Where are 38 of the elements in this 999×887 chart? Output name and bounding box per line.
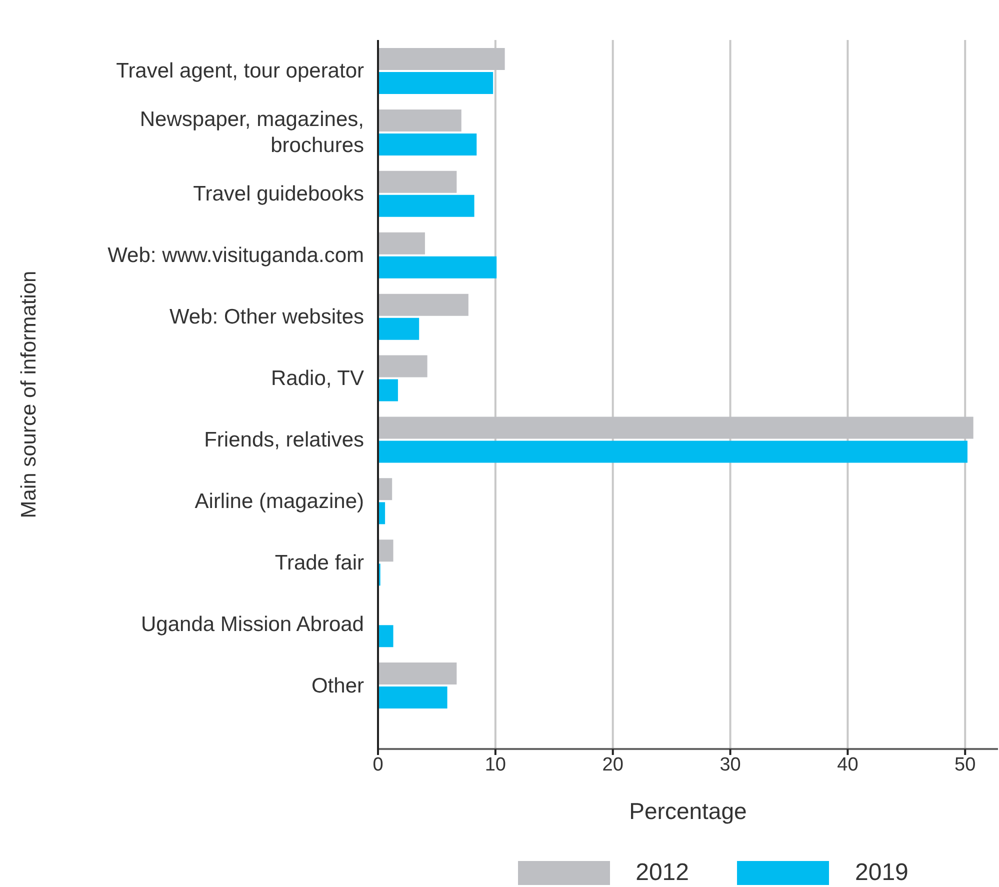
legend-label: 2012 bbox=[636, 859, 689, 887]
y-tick-label: Web: Other websites bbox=[169, 305, 364, 328]
y-axis-title: Main source of information bbox=[17, 270, 40, 518]
y-tick-label: Radio, TV bbox=[271, 366, 364, 390]
bar bbox=[378, 109, 462, 132]
y-tick-label: Friends, relatives bbox=[204, 428, 364, 451]
bar bbox=[378, 256, 497, 278]
bar bbox=[378, 379, 398, 402]
bar bbox=[378, 478, 392, 500]
bar bbox=[378, 194, 474, 217]
bar bbox=[378, 72, 494, 94]
x-tick-label: 0 bbox=[372, 754, 384, 776]
y-tick-label: Other bbox=[311, 674, 364, 697]
bar bbox=[378, 625, 394, 648]
y-tick-label: Travel guidebooks bbox=[193, 182, 364, 206]
x-axis-title: Percentage bbox=[629, 798, 747, 824]
x-tick-label: 20 bbox=[602, 754, 624, 776]
bar bbox=[378, 170, 457, 193]
x-tick-label: 40 bbox=[837, 754, 858, 776]
y-tick-label: Newspaper, magazines, brochures bbox=[140, 108, 364, 157]
bar bbox=[378, 133, 477, 156]
bar bbox=[378, 662, 457, 685]
y-tick-label: Web: www.visituganda.com bbox=[108, 244, 364, 267]
bar bbox=[378, 294, 468, 316]
bar bbox=[378, 440, 968, 463]
legend-label: 2019 bbox=[855, 859, 908, 887]
bar bbox=[378, 318, 420, 340]
x-tick-label: 50 bbox=[954, 754, 976, 776]
x-tick-label: 30 bbox=[720, 754, 741, 776]
y-tick-label: Uganda Mission Abroad bbox=[141, 612, 364, 636]
bar bbox=[378, 232, 425, 254]
bar bbox=[378, 355, 428, 378]
y-tick-label: Travel agent, tour operator bbox=[116, 59, 364, 82]
x-tick-label: 10 bbox=[484, 754, 506, 776]
bar bbox=[378, 540, 394, 562]
y-tick-label: Airline (magazine) bbox=[194, 489, 364, 512]
bar bbox=[378, 686, 448, 709]
y-tick-label: Trade fair bbox=[274, 550, 364, 574]
